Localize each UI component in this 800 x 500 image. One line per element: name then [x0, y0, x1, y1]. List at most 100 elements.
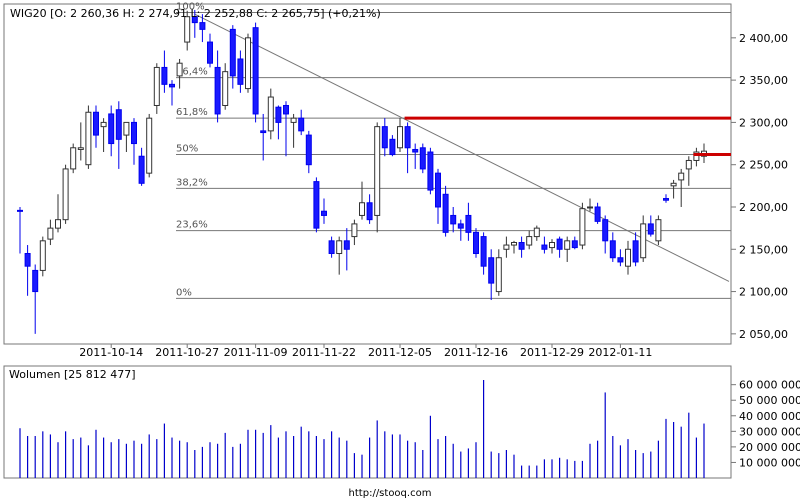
- candle-body: [146, 117, 153, 174]
- candle-body: [404, 126, 411, 149]
- candle-body: [115, 109, 122, 140]
- candle-body: [252, 27, 259, 115]
- price-y-tick-label: 2 300,00: [739, 116, 788, 129]
- volume-y-tick-label: 40 000 000: [739, 410, 800, 423]
- candles-layer: [17, 9, 707, 334]
- candle-body: [62, 168, 69, 221]
- fib-level-label: 23,6%: [176, 220, 208, 231]
- candle-body: [541, 244, 548, 250]
- candle-body: [663, 198, 669, 201]
- candle-body: [298, 117, 305, 132]
- fibonacci-levels: 100% 76,4% 61,8% 50% 38,2% 23,6% 0%: [176, 1, 731, 299]
- resistance-lines-layer: [404, 116, 731, 157]
- candle-body: [184, 16, 191, 43]
- volume-y-axis: 60 000 000 50 000 000 40 000 000 30 000 000…: [731, 379, 800, 469]
- candle-body: [587, 206, 593, 209]
- candle-body: [100, 121, 107, 128]
- candle-body: [39, 240, 46, 271]
- candle-body: [571, 240, 578, 249]
- x-tick-label: 2012-01-11: [588, 346, 652, 359]
- candle-body: [24, 253, 31, 267]
- x-tick-label: 2011-12-05: [368, 346, 432, 359]
- candle-body: [419, 147, 426, 170]
- candle-body: [290, 117, 297, 123]
- price-y-tick-label: 2 250,00: [739, 159, 788, 172]
- trend-line: [194, 13, 730, 282]
- candle-body: [693, 151, 700, 161]
- candle-body: [176, 62, 183, 77]
- candle-body: [640, 223, 647, 259]
- trend-line-layer: [194, 13, 730, 282]
- candle-body: [207, 41, 213, 64]
- candle-body: [465, 214, 472, 233]
- price-y-tick-label: 2 100,00: [739, 286, 788, 299]
- candle-body: [685, 159, 692, 170]
- price-y-tick-label: 2 150,00: [739, 243, 788, 256]
- candle-body: [343, 240, 350, 250]
- candle-body: [488, 257, 495, 284]
- candle-body: [222, 71, 229, 106]
- candle-body: [579, 208, 586, 246]
- candle-body: [412, 148, 419, 153]
- candle-body: [108, 113, 115, 145]
- footer-url[interactable]: http://stooq.com: [349, 488, 432, 499]
- candle-body: [321, 210, 327, 216]
- candle-body: [359, 202, 365, 216]
- candle-body: [32, 269, 39, 293]
- candle-body: [70, 147, 77, 170]
- price-title: WIG20 [O: 2 260,36 H: 2 274,91 L: 2 252,…: [10, 7, 381, 20]
- candle-body: [313, 181, 320, 229]
- candle-body: [123, 121, 130, 136]
- volume-bars-layer: [19, 380, 705, 478]
- volume-title: Wolumen [25 812 477]: [9, 368, 136, 381]
- candle-body: [594, 206, 601, 222]
- x-tick-label: 2011-10-14: [79, 346, 143, 359]
- candle-body: [55, 219, 61, 229]
- candle-body: [191, 16, 198, 24]
- candle-body: [85, 111, 92, 166]
- candle-body: [374, 126, 381, 216]
- candle-body: [678, 172, 685, 181]
- fib-level-label: 100%: [176, 1, 205, 12]
- candle-body: [480, 236, 487, 267]
- candle-body: [283, 104, 289, 115]
- candle-body: [450, 214, 457, 225]
- candle-body: [77, 147, 84, 150]
- candle-body: [556, 238, 563, 250]
- candle-body: [214, 66, 221, 115]
- x-tick-label: 2011-11-22: [292, 346, 356, 359]
- volume-y-tick-label: 50 000 000: [739, 394, 800, 407]
- volume-y-tick-label: 30 000 000: [739, 425, 800, 438]
- candle-body: [237, 58, 244, 85]
- candle-body: [275, 106, 282, 123]
- candle-body: [564, 240, 571, 250]
- price-y-tick-label: 2 200,00: [739, 201, 788, 214]
- price-y-axis: 2 400,00 2 350,00 2 300,00 2 250,00 2 200,00…: [731, 32, 788, 341]
- candle-body: [518, 242, 525, 250]
- candle-body: [328, 240, 335, 255]
- candle-body: [670, 182, 677, 187]
- volume-panel: [3, 365, 732, 479]
- price-y-tick-label: 2 350,00: [739, 74, 788, 87]
- candle-body: [457, 223, 464, 229]
- candle-body: [93, 111, 99, 136]
- candle-body: [602, 219, 609, 242]
- candle-body: [473, 231, 479, 255]
- candle-body: [427, 151, 434, 191]
- candle-body: [260, 130, 267, 134]
- price-y-tick-label: 2 400,00: [739, 32, 788, 45]
- candle-body: [617, 257, 624, 263]
- fib-level-label: 50%: [176, 144, 198, 155]
- candle-body: [647, 223, 654, 235]
- x-tick-label: 2011-11-09: [224, 346, 288, 359]
- candle-body: [351, 223, 358, 238]
- candle-body: [435, 172, 441, 208]
- candle-body: [389, 138, 396, 156]
- candle-body: [305, 134, 312, 166]
- candle-body: [245, 37, 251, 90]
- candle-body: [161, 66, 168, 85]
- candle-body: [632, 240, 639, 263]
- candle-body: [199, 22, 206, 30]
- candle-body: [153, 66, 160, 106]
- candle-body: [503, 244, 510, 250]
